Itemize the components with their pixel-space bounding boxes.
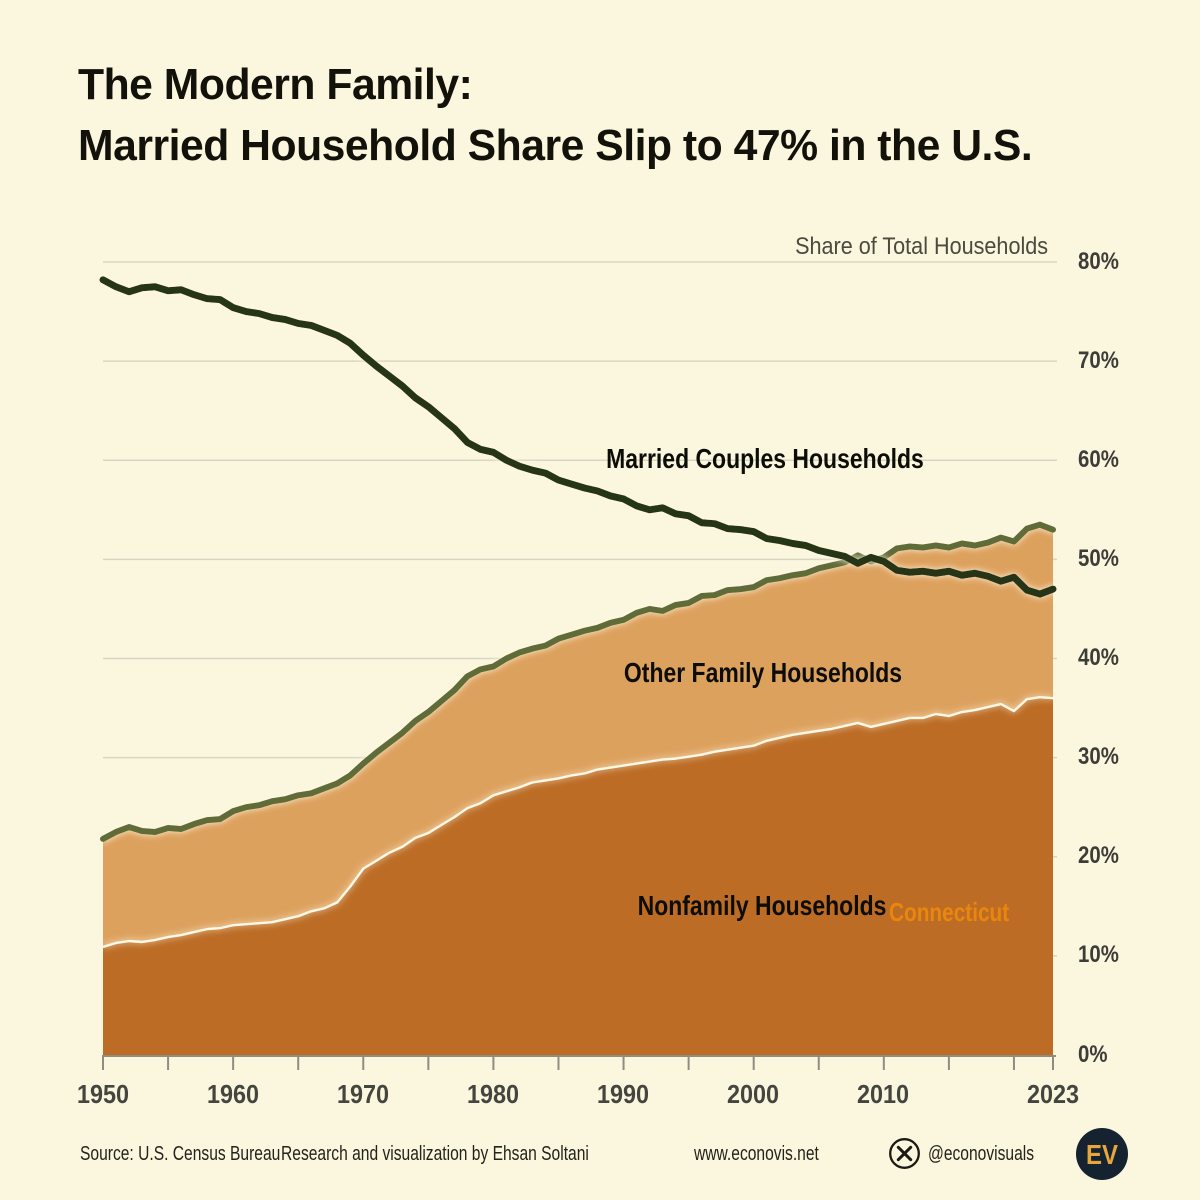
source-text: Source: U.S. Census Bureau [80, 1143, 281, 1165]
x-tick-1980: 1980 [466, 1079, 520, 1109]
x-tick-1960: 1960 [206, 1079, 260, 1109]
nonfamily-label: Nonfamily Households [637, 890, 887, 921]
other-family-area [103, 524, 1053, 947]
nonfamily-boundary-line [102, 695, 1054, 949]
axis-title: Share of Total Households [795, 233, 1048, 260]
x-twitter-icon [889, 1138, 920, 1169]
x-tick-1950: 1950 [76, 1079, 130, 1109]
y-tick-20: 20% [1078, 842, 1119, 869]
y-tick-10: 10% [1078, 941, 1119, 968]
svg-text:EV: EV [1086, 1139, 1118, 1170]
x-tick-1970: 1970 [336, 1079, 390, 1109]
x-tick-1990: 1990 [596, 1079, 650, 1109]
y-tick-80: 80% [1078, 248, 1119, 275]
credit-text: Research and visualization by Ehsan Solt… [281, 1143, 589, 1165]
x-tick-2000: 2000 [726, 1079, 780, 1109]
x-tick-2010: 2010 [856, 1079, 910, 1109]
married-couples-line [99, 276, 1057, 598]
x-tick-2023: 2023 [1026, 1079, 1080, 1109]
stacked-total-line [100, 521, 1056, 842]
y-tick-40: 40% [1078, 644, 1119, 671]
y-tick-70: 70% [1078, 347, 1119, 374]
y-tick-30: 30% [1078, 743, 1119, 770]
econovis-ev-logo: EV [1076, 1128, 1128, 1180]
other-family-label: Other Family Households [623, 657, 903, 688]
website-link: www.econovis.net [694, 1143, 819, 1165]
married-couples-label: Married Couples Households [606, 443, 924, 474]
title-line-2: Married Household Share Slip to 47% in t… [78, 121, 1033, 170]
y-tick-0: 0% [1078, 1041, 1108, 1068]
y-tick-60: 60% [1078, 446, 1119, 473]
x-handle-text: @econovisuals [928, 1143, 1035, 1165]
y-tick-50: 50% [1078, 545, 1119, 572]
nonfamily-area [103, 697, 1053, 1055]
title-line-1: The Modern Family: [78, 60, 473, 109]
connecticut-stray-label: Connecticut [889, 897, 1010, 927]
